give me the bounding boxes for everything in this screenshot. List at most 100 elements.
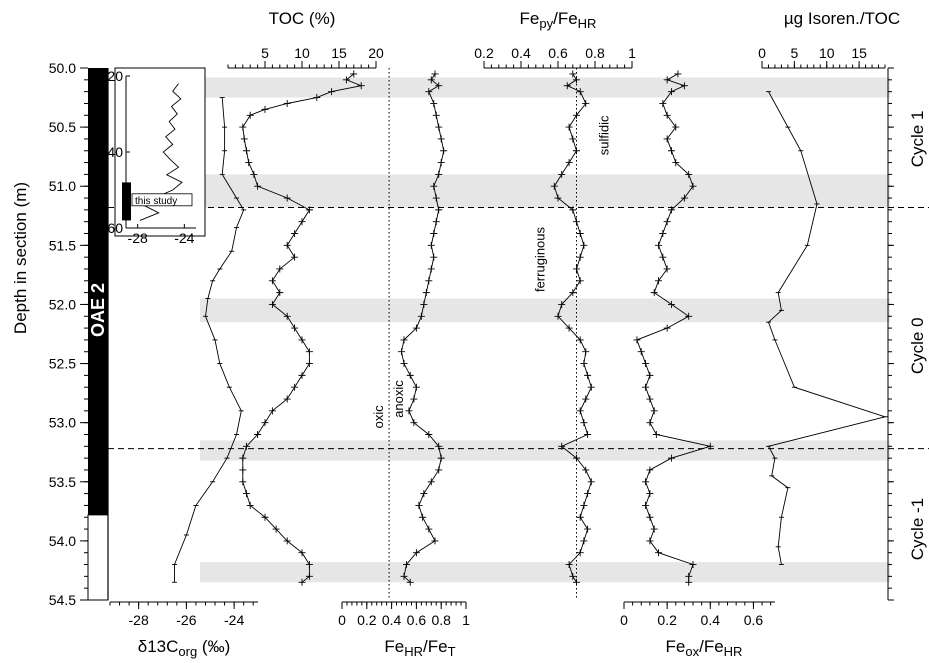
feox_fehr-data-point (667, 147, 675, 155)
feox_fehr-data-point (685, 170, 693, 178)
fehr_fet-data-point (435, 466, 443, 474)
cycle-label: Cycle 1 (908, 111, 927, 168)
fehr_fet-data-point (425, 430, 433, 438)
feox_fehr-data-point (663, 76, 671, 84)
panel-d13c: -28 -26 -24 (109, 97, 258, 628)
fehr_fet-data-point (440, 147, 448, 155)
grey-band (200, 298, 890, 323)
fepy-fehr-title-part: HR (578, 16, 597, 31)
fepy_fehr-data-point (569, 70, 577, 78)
fepy_fehr-data-point (582, 348, 590, 356)
inset-study-label: this study (135, 196, 177, 207)
toc-data-point (243, 147, 250, 155)
depth-tick-label: 54.5 (49, 592, 76, 608)
anoxic-label: anoxic (391, 380, 406, 418)
fehr_fet-data-point (435, 82, 443, 90)
toc-data-point (313, 94, 321, 102)
feox_fehr-data-point (646, 395, 654, 403)
fepy_fehr-data-point (584, 430, 592, 438)
cycle-boundary-lines (88, 207, 929, 450)
depth-tick-label: 51.0 (49, 178, 76, 194)
oae2-label: OAE 2 (88, 283, 108, 337)
inset-study-box (131, 193, 193, 207)
fehr_fet-data-point (435, 170, 443, 178)
feox_fehr-data-point (650, 525, 658, 533)
fehr_fet-data-point (405, 407, 413, 415)
grey-band (200, 562, 890, 583)
fehr_fet-data-point (432, 218, 440, 226)
feox_fehr-data-point (646, 490, 654, 498)
isoren-tick-label: 5 (790, 45, 798, 61)
depth-tick-label: 54.0 (49, 533, 76, 549)
fehr_fet-data-point (420, 490, 428, 498)
fepy_fehr-data-point (554, 312, 562, 320)
fepy_fehr-data-point (565, 324, 573, 332)
feox-fehr-axis-label-part: HR (724, 644, 743, 659)
feox_fehr-data-point (642, 478, 650, 486)
toc-data-point (243, 490, 250, 498)
fepy_fehr-tick-label: 0.4 (511, 45, 531, 61)
panel-toc: 5 10 15 20 (227, 45, 384, 586)
toc-data-point (261, 513, 269, 521)
toc-data-point (283, 99, 291, 107)
text-labels: Depth in section (m) oxic anoxic ferrugino… (11, 9, 900, 659)
data-panels: -28 -26 -245 10 15 200 0.2 0.4 0.6 0.8 10.2 0.4 0.6 0… (109, 45, 888, 628)
feox-fehr-axis-label: Feox/FeHR (666, 637, 743, 659)
fepy_fehr-data-point (576, 277, 584, 285)
fehr_fet-data-point (410, 395, 418, 403)
d13c-tick-label: -24 (224, 612, 244, 628)
ferruginous-label: ferruginous (533, 227, 548, 293)
fepy_fehr-data-point (554, 194, 562, 202)
inset-x-tick-label: -28 (128, 230, 148, 246)
fepy_fehr-data-point (558, 300, 566, 308)
fepy_fehr-data-point (580, 501, 588, 509)
depth-tick-label: 50.5 (49, 119, 76, 135)
fepy_fehr-data-point (582, 466, 590, 474)
fehr_fet-tick-label: 0 (338, 612, 346, 628)
feox_fehr-data-point (680, 82, 688, 90)
toc-data-point (350, 70, 358, 78)
inset-plot: 20 40 60 -28 -24 this study (107, 67, 206, 246)
fehr-fet-axis-label-part: HR (404, 644, 423, 659)
panel-fehr-fet: 0 0.2 0.4 0.6 0.8 1 (338, 70, 470, 628)
feox_fehr-data-point (667, 88, 675, 96)
toc-data-point (298, 549, 306, 557)
fehr-fet-axis-label-part: Fe (384, 637, 404, 656)
isoren-tick-label: 15 (851, 45, 867, 61)
depth-tick-label: 52.5 (49, 356, 76, 372)
toc-data-point (276, 265, 284, 273)
isoren-tick-label: 0 (758, 45, 766, 61)
toc-data-point (261, 105, 269, 113)
oae2-bar: OAE 2 (87, 68, 109, 601)
d13c-axis-label-part: org (178, 644, 197, 659)
feox_fehr-data-point (646, 466, 654, 474)
feox_fehr-data-point (642, 501, 650, 509)
feox_fehr-data-point (659, 253, 667, 261)
fehr_fet-data-point (430, 99, 438, 107)
feox-fehr-axis-label-part: ox (685, 644, 699, 659)
d13c-axis-label-part: δ13C (138, 637, 179, 656)
fepy-fehr-title-part: Fe (520, 9, 540, 28)
fehr_fet-data-point (422, 289, 430, 297)
toc-data-point (291, 383, 299, 391)
feox_fehr-data-point (655, 241, 663, 249)
fehr-fet-axis-label-part: T (448, 644, 456, 659)
fehr_fet-series-line (401, 73, 445, 583)
fehr_fet-data-point (406, 578, 414, 586)
grey-band (200, 174, 890, 208)
fehr_fet-data-point (425, 525, 433, 533)
toc-data-point (250, 170, 258, 178)
depth-tick-label: 51.5 (49, 237, 76, 253)
fehr_fet-data-point (406, 371, 414, 379)
fepy_fehr-data-point (576, 253, 584, 261)
fepy_fehr-tick-label: 0.8 (585, 45, 605, 61)
fepy_fehr-data-point (584, 371, 592, 379)
fepy_fehr-data-point (576, 407, 584, 415)
feox_fehr-data-point (667, 300, 675, 308)
fepy_fehr-tick-label: 0.2 (474, 45, 494, 61)
toc-data-point (254, 430, 262, 438)
feox_fehr-data-point (655, 549, 663, 557)
depth-axis-label: Depth in section (m) (11, 182, 30, 334)
fehr_fet-tick-label: 0.4 (382, 612, 402, 628)
feox_fehr-tick-label: 0 (620, 612, 628, 628)
